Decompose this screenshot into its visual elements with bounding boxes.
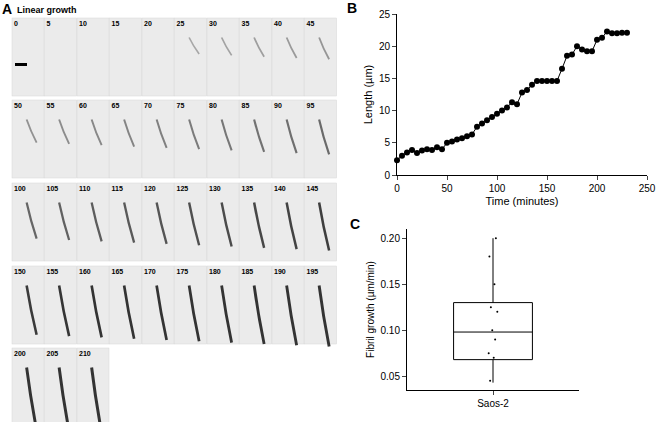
svg-text:0.10: 0.10 <box>381 325 401 336</box>
svg-text:210: 210 <box>79 350 91 357</box>
svg-text:115: 115 <box>112 185 123 192</box>
svg-text:A: A <box>2 1 12 17</box>
svg-text:70: 70 <box>144 102 152 109</box>
svg-text:205: 205 <box>47 350 59 357</box>
svg-text:155: 155 <box>47 268 59 275</box>
svg-text:160: 160 <box>79 268 91 275</box>
svg-text:Linear growth: Linear growth <box>17 5 77 15</box>
svg-text:130: 130 <box>209 185 221 192</box>
svg-text:Time (minutes): Time (minutes) <box>486 195 559 207</box>
svg-text:0.15: 0.15 <box>381 279 401 290</box>
svg-text:75: 75 <box>177 102 185 109</box>
svg-text:85: 85 <box>242 102 250 109</box>
svg-text:120: 120 <box>144 185 156 192</box>
svg-text:95: 95 <box>307 102 315 109</box>
svg-text:140: 140 <box>274 185 286 192</box>
svg-text:170: 170 <box>144 268 156 275</box>
svg-text:145: 145 <box>307 185 319 192</box>
svg-text:175: 175 <box>177 268 189 275</box>
svg-text:125: 125 <box>177 185 189 192</box>
svg-text:165: 165 <box>112 268 124 275</box>
svg-text:55: 55 <box>47 102 55 109</box>
svg-text:0: 0 <box>384 170 390 181</box>
svg-text:15: 15 <box>112 20 120 27</box>
svg-text:Saos-2: Saos-2 <box>477 398 509 409</box>
svg-text:15: 15 <box>379 73 391 84</box>
svg-text:50: 50 <box>441 183 453 194</box>
svg-text:65: 65 <box>112 102 120 109</box>
svg-text:45: 45 <box>307 20 315 27</box>
svg-text:25: 25 <box>177 20 185 27</box>
svg-text:110: 110 <box>79 185 90 192</box>
svg-text:180: 180 <box>209 268 221 275</box>
svg-text:0.20: 0.20 <box>381 233 401 244</box>
svg-text:0.05: 0.05 <box>381 371 401 382</box>
svg-text:5: 5 <box>47 20 51 27</box>
svg-text:Length (µm): Length (µm) <box>362 65 374 125</box>
svg-text:135: 135 <box>242 185 254 192</box>
svg-text:60: 60 <box>79 102 87 109</box>
svg-text:20: 20 <box>379 41 391 52</box>
svg-text:Fibril growth (µm/min): Fibril growth (µm/min) <box>365 261 376 358</box>
svg-text:20: 20 <box>144 20 152 27</box>
svg-text:150: 150 <box>539 183 556 194</box>
svg-text:0: 0 <box>14 20 18 27</box>
svg-text:150: 150 <box>14 268 26 275</box>
svg-text:190: 190 <box>274 268 286 275</box>
svg-text:80: 80 <box>209 102 217 109</box>
svg-text:105: 105 <box>47 185 59 192</box>
svg-text:0: 0 <box>394 183 400 194</box>
svg-text:30: 30 <box>209 20 217 27</box>
svg-text:195: 195 <box>307 268 319 275</box>
svg-text:200: 200 <box>589 183 606 194</box>
html-text:B: B <box>347 0 358 16</box>
svg-text:5: 5 <box>384 137 390 148</box>
html-text:C: C <box>350 216 361 232</box>
svg-text:50: 50 <box>14 102 22 109</box>
svg-text:25: 25 <box>379 9 391 20</box>
svg-text:40: 40 <box>274 20 282 27</box>
svg-text:185: 185 <box>242 268 254 275</box>
svg-text:250: 250 <box>639 183 656 194</box>
svg-text:35: 35 <box>242 20 250 27</box>
svg-text:100: 100 <box>14 185 26 192</box>
svg-text:90: 90 <box>274 102 282 109</box>
svg-text:10: 10 <box>379 105 391 116</box>
svg-text:100: 100 <box>489 183 506 194</box>
svg-text:10: 10 <box>79 20 87 27</box>
svg-text:200: 200 <box>14 350 26 357</box>
